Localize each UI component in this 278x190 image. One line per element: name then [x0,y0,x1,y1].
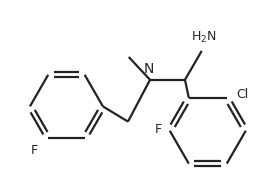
Text: F: F [30,144,38,157]
Text: N: N [143,62,154,76]
Text: F: F [155,123,162,136]
Text: H$_2$N: H$_2$N [191,30,217,45]
Text: Cl: Cl [237,88,249,101]
